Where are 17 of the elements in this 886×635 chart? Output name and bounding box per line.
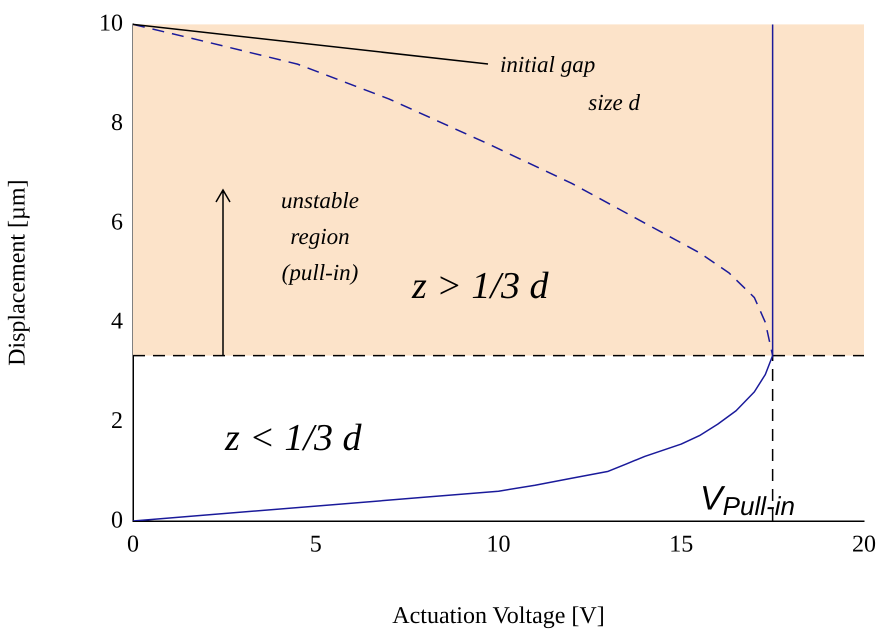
annotation: z > 1/3 d (411, 264, 550, 307)
annotation: unstable region (pull-in) (281, 188, 359, 286)
x-tick-label: 15 (669, 532, 694, 558)
x-tick-label: 0 (127, 532, 139, 558)
annotation: z < 1/3 d (224, 416, 362, 459)
y-axis-title: Displacement [µm] (4, 179, 31, 366)
x-tick-label: 5 (310, 532, 322, 558)
y-tick-label: 2 (111, 408, 123, 434)
x-tick-label: 20 (852, 532, 876, 558)
x-axis-title: Actuation Voltage [V] (392, 602, 605, 629)
y-tick-label: 8 (111, 110, 123, 136)
x-tick-label: 10 (486, 532, 510, 558)
annotation: initial gap size d (500, 52, 640, 116)
y-tick-label: 0 (111, 507, 123, 534)
y-tick-label: 6 (111, 209, 123, 236)
y-tick-label: 10 (99, 10, 123, 37)
y-tick-label: 4 (111, 308, 123, 335)
